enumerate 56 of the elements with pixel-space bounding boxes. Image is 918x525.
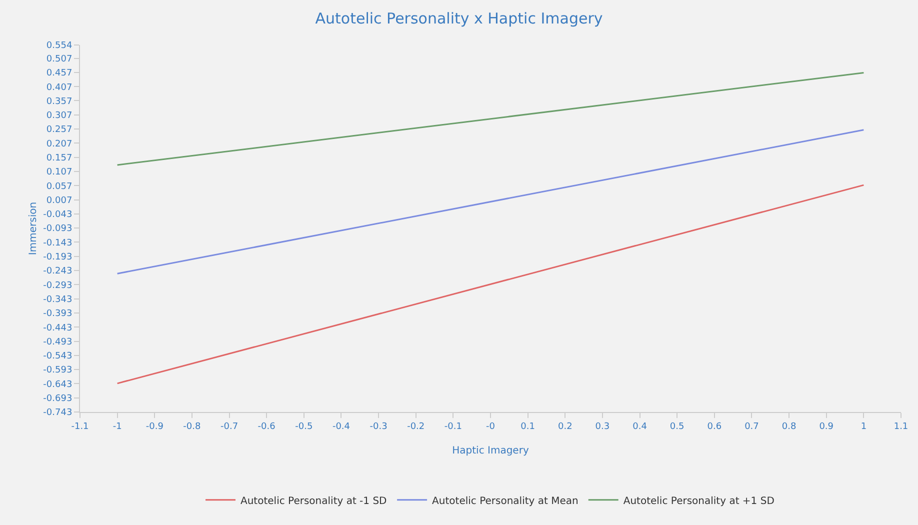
- y-tick-label: -0.693: [43, 394, 72, 404]
- x-tick-label: 0.3: [595, 422, 610, 432]
- y-tick-label: -0.443: [43, 323, 72, 334]
- y-tick-label: 0.457: [46, 68, 72, 79]
- y-tick-label: 0.357: [46, 96, 72, 107]
- y-tick-label: 0.407: [46, 82, 72, 93]
- x-tick-label: 0.7: [744, 422, 759, 432]
- x-tick-label: 0.4: [632, 422, 648, 432]
- y-tick-label: 0.157: [46, 153, 72, 164]
- x-tick-label: -0.2: [407, 422, 425, 432]
- y-tick-label: 0.207: [46, 139, 72, 150]
- legend-label: Autotelic Personality at Mean: [432, 496, 578, 507]
- x-tick-label: 0.6: [707, 422, 722, 432]
- y-tick-label: 0.257: [46, 125, 72, 136]
- y-tick-label: 0.507: [46, 54, 72, 64]
- x-tick-label: -0.7: [220, 422, 238, 432]
- legend-label: Autotelic Personality at +1 SD: [623, 496, 775, 507]
- x-tick-label: 0.8: [782, 422, 796, 432]
- x-tick-label: -0.6: [258, 422, 276, 432]
- y-tick-label: -0.243: [43, 266, 72, 277]
- x-tick-label: 0.2: [558, 422, 572, 432]
- legend-label: Autotelic Personality at -1 SD: [240, 496, 388, 507]
- y-tick-label: -0.643: [43, 380, 72, 390]
- x-tick-label: 0.5: [670, 422, 684, 432]
- x-tick-label: -0.4: [332, 422, 350, 432]
- y-tick-label: -0.393: [43, 309, 72, 320]
- y-tick-label: -0.043: [43, 210, 72, 220]
- x-tick-label: 1: [860, 422, 867, 432]
- y-tick-label: -0.343: [43, 294, 72, 305]
- x-tick-label: -0.9: [146, 422, 164, 432]
- y-tick-label: -0.193: [43, 252, 72, 263]
- x-tick-label: -0: [486, 422, 496, 432]
- y-tick-label: 0.107: [46, 168, 72, 178]
- x-tick-label: 0.1: [520, 422, 535, 432]
- x-tick-label: 0.9: [819, 422, 834, 432]
- y-tick-label: 0.554: [46, 41, 72, 52]
- y-tick-label: 0.007: [46, 196, 72, 206]
- y-tick-label: -0.093: [43, 224, 72, 234]
- y-tick-label: 0.307: [46, 111, 72, 122]
- chart-title: Autotelic Personality x Haptic Imagery: [315, 10, 603, 28]
- y-tick-label: -0.143: [43, 238, 72, 248]
- y-tick-label: -0.593: [43, 366, 72, 376]
- x-tick-label: -0.1: [444, 422, 462, 432]
- x-axis-title: Haptic Imagery: [452, 445, 529, 456]
- y-axis-title: Immersion: [28, 202, 40, 256]
- y-tick-label: -0.543: [43, 352, 72, 362]
- x-tick-label: -0.3: [370, 422, 388, 432]
- x-tick-label: -0.8: [183, 422, 202, 432]
- x-tick-label: -1: [112, 422, 122, 432]
- y-tick-label: -0.493: [43, 337, 72, 348]
- y-tick-label: -0.743: [43, 408, 72, 418]
- y-tick-label: 0.057: [46, 182, 72, 192]
- x-tick-label: 1.1: [894, 422, 908, 432]
- x-tick-label: -1.1: [71, 422, 89, 432]
- y-tick-label: -0.293: [43, 280, 72, 291]
- x-tick-label: -0.5: [295, 422, 313, 432]
